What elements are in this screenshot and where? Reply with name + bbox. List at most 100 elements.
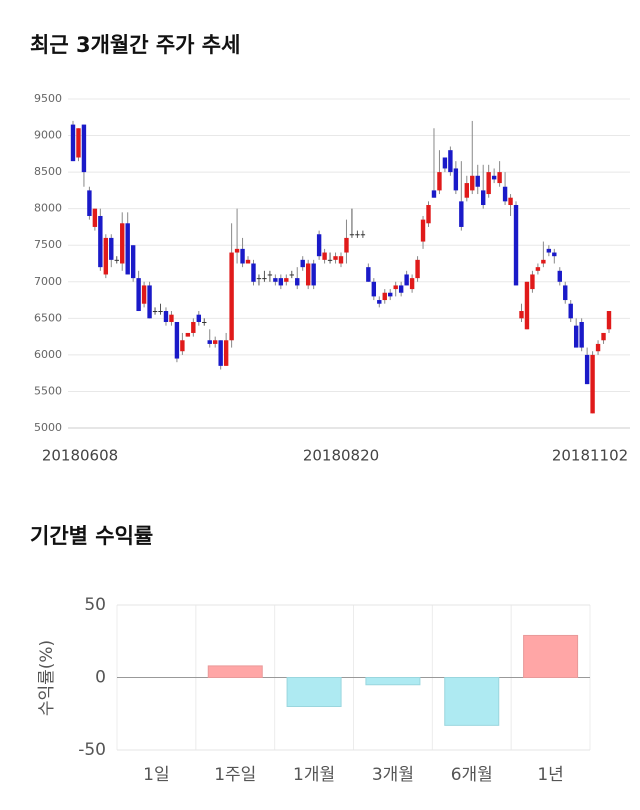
candle-body <box>289 274 294 276</box>
candle-body <box>305 263 311 286</box>
candle-body <box>70 124 76 162</box>
candle-body <box>513 205 519 286</box>
y-tick-label: 9500 <box>34 92 62 105</box>
candle-body <box>606 311 612 330</box>
bar <box>207 665 263 679</box>
candle-body <box>366 267 371 282</box>
candle-body <box>333 256 338 260</box>
candle-body <box>240 248 245 264</box>
candle-body <box>338 256 344 264</box>
candle-body <box>448 150 453 173</box>
bar <box>523 634 579 679</box>
candle-body <box>360 234 366 236</box>
x-tick-label: 20181102 <box>552 447 628 465</box>
candle-body <box>530 274 535 290</box>
candle-body <box>103 237 109 275</box>
x-tick-label: 3개월 <box>372 765 414 785</box>
candle-body <box>191 321 196 333</box>
candle-body <box>311 263 316 286</box>
candle-body <box>87 190 92 216</box>
candle-body <box>497 172 502 184</box>
candle-body <box>316 234 322 257</box>
candle-body <box>213 340 218 344</box>
candle-body <box>125 223 130 275</box>
candle-body <box>486 172 491 195</box>
candle-body <box>207 340 212 344</box>
candle-body <box>573 325 579 348</box>
candle-body <box>584 354 590 385</box>
y-axis-label: 수익률(%) <box>37 640 57 716</box>
candle-body <box>470 175 475 191</box>
candle-body <box>141 285 147 304</box>
candle-body <box>327 259 333 261</box>
candle-body <box>601 332 606 341</box>
bar <box>286 677 342 707</box>
y-tick-label: 6000 <box>34 348 62 361</box>
candle-body <box>426 205 431 224</box>
candle-body <box>114 259 119 261</box>
candle-body <box>76 128 81 158</box>
candle-body <box>409 278 415 290</box>
candle-body <box>437 172 442 191</box>
candle-body <box>393 285 398 290</box>
candle-body <box>371 281 377 297</box>
candle-body <box>464 183 469 198</box>
candle-body <box>251 263 256 282</box>
candle-body <box>595 343 601 352</box>
candle-body <box>355 234 360 236</box>
candle-body <box>590 354 595 414</box>
candle-body <box>398 285 404 293</box>
candle-body <box>568 303 573 319</box>
candle-body <box>229 252 234 341</box>
candle-body <box>284 278 289 282</box>
chart-title: 기간별 수익률 <box>30 524 153 548</box>
candle-body <box>267 274 273 276</box>
candle-body <box>442 157 448 169</box>
x-tick-label: 1개월 <box>293 765 335 785</box>
y-tick-label: 9000 <box>34 129 62 142</box>
candle-body <box>158 311 163 313</box>
candle-body <box>234 248 240 253</box>
candle-body <box>262 278 267 280</box>
candle-body <box>475 175 480 187</box>
x-tick-label: 6개월 <box>451 765 493 785</box>
x-tick-label: 1일 <box>143 765 169 785</box>
candle-body <box>453 168 459 191</box>
y-tick-label: -50 <box>78 740 106 760</box>
candle-body <box>552 252 557 257</box>
candle-body <box>218 340 223 366</box>
candle-body <box>388 292 393 297</box>
x-tick-label: 1년 <box>537 765 563 785</box>
candle-body <box>278 278 284 286</box>
candle-body <box>180 340 185 352</box>
y-tick-label: 7000 <box>34 275 62 288</box>
x-tick-label: 20180608 <box>42 447 118 465</box>
candle-body <box>491 175 497 180</box>
y-tick-label: 8000 <box>34 202 62 215</box>
candle-body <box>344 237 349 253</box>
candle-body <box>322 252 327 260</box>
candle-body <box>163 311 169 322</box>
candle-body <box>295 278 300 286</box>
y-tick-label: 5000 <box>34 421 62 434</box>
y-tick-label: 8500 <box>34 165 62 178</box>
bar <box>444 677 500 726</box>
candle-body <box>130 245 136 279</box>
candle-body <box>557 270 562 282</box>
candle-body <box>420 219 426 242</box>
candle-body <box>109 237 114 260</box>
bar <box>365 677 421 686</box>
candle-body <box>300 259 305 268</box>
candle-body <box>349 234 355 236</box>
candle-body <box>92 208 98 227</box>
candle-body <box>563 285 568 301</box>
candle-body <box>431 190 437 198</box>
candle-body <box>256 278 262 280</box>
candle-body <box>541 259 546 264</box>
candle-body <box>120 223 125 264</box>
candle-body <box>535 267 541 271</box>
candle-body <box>546 248 552 253</box>
candle-body <box>404 274 409 286</box>
y-tick-label: 6500 <box>34 311 62 324</box>
